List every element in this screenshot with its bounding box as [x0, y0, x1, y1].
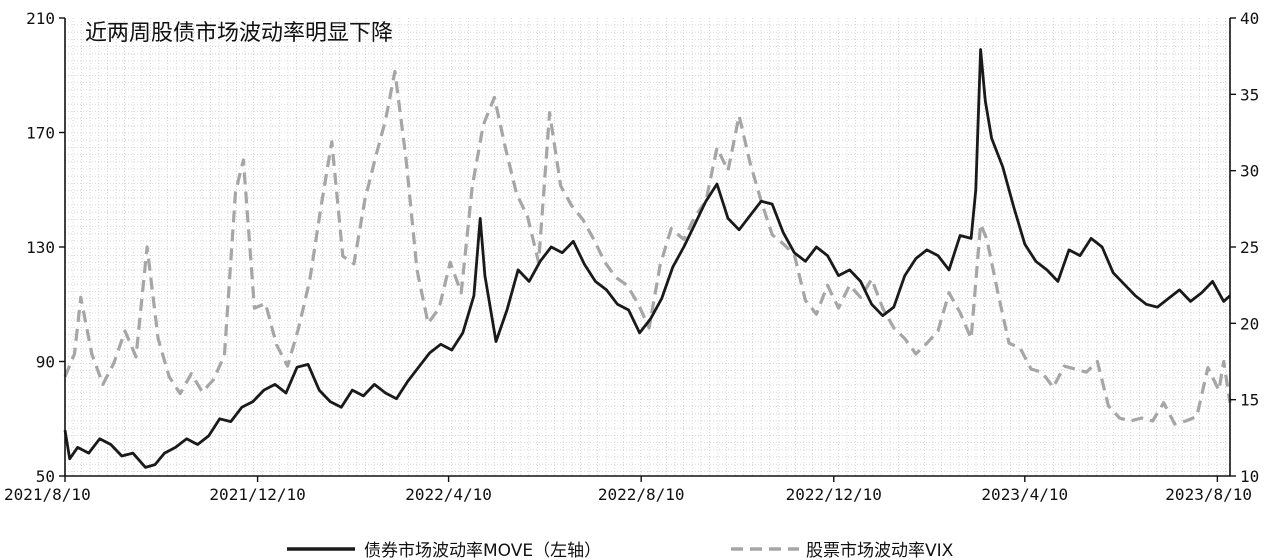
chart-title: 近两周股债市场波动率明显下降	[85, 21, 393, 46]
y-left-tick-label: 210	[26, 9, 55, 28]
series-line-vix	[63, 69, 1232, 426]
legend-label-vix: 股票市场波动率VIX	[806, 541, 954, 560]
x-tick-label: 2023/8/10	[1165, 485, 1252, 504]
y-left-tick-label: 130	[26, 238, 55, 257]
x-tick-label: 2022/8/10	[598, 485, 685, 504]
y-right-tick-label: 15	[1240, 391, 1259, 410]
y-left-tick-label: 90	[36, 353, 55, 372]
x-tick-label: 2021/12/10	[209, 485, 305, 504]
grid	[65, 18, 1230, 476]
y-left-tick-label: 50	[36, 467, 55, 486]
y-right-tick-label: 10	[1240, 467, 1259, 486]
y-right-tick-label: 25	[1240, 238, 1259, 257]
x-tick-label: 2022/12/10	[786, 485, 882, 504]
series-line-move	[63, 48, 1231, 469]
y-right-tick-label: 40	[1240, 9, 1259, 28]
axes: 50 90 130 170 210 10 15 20 25 30 35 40 2021/8/10 2021…	[4, 9, 1259, 504]
y-right-tick-label: 30	[1240, 162, 1259, 181]
x-tick-label: 2022/4/10	[405, 485, 492, 504]
legend-label-move: 债券市场波动率MOVE（左轴）	[364, 541, 601, 560]
y-right-tick-label: 35	[1240, 85, 1259, 104]
legend: 债券市场波动率MOVE（左轴） 股票市场波动率VIX	[287, 541, 954, 560]
x-tick-label: 2023/4/10	[981, 485, 1068, 504]
y-left-tick-label: 170	[26, 124, 55, 143]
y-right-tick-label: 20	[1240, 314, 1259, 333]
plot-area	[63, 48, 1232, 469]
x-tick-label: 2021/8/10	[4, 485, 91, 504]
